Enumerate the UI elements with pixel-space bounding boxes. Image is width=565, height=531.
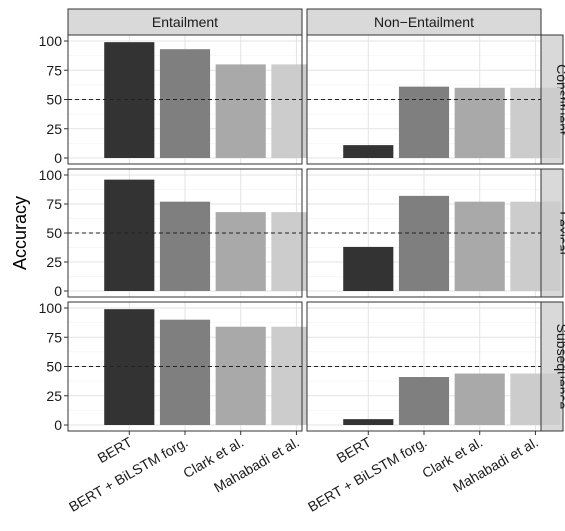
bar-non-entailment-constituent-bert-bilstm-forg bbox=[398, 86, 450, 158]
panel-border bbox=[306, 168, 542, 298]
y-tick-label: 50 bbox=[46, 359, 62, 375]
facet-strip-label: Subsequence bbox=[554, 324, 565, 410]
y-tick-label: 50 bbox=[46, 92, 62, 108]
bar-non-entailment-lexical-mahabadi-et-al bbox=[510, 201, 561, 291]
bar-entailment-subsequence-bert bbox=[104, 309, 155, 425]
bar-non-entailment-constituent-bert bbox=[343, 145, 394, 158]
bar-non-entailment-lexical-bert-bilstm-forg bbox=[398, 195, 450, 291]
y-tick-label: 25 bbox=[46, 254, 62, 270]
y-tick-label: 75 bbox=[46, 196, 62, 212]
facet-header-label: Entailment bbox=[152, 14, 218, 30]
panel-border bbox=[306, 34, 542, 165]
bar-non-entailment-subsequence-clark-et-al bbox=[454, 373, 505, 425]
bar-non-entailment-constituent-clark-et-al bbox=[454, 87, 505, 158]
bar-non-entailment-subsequence-bert-bilstm-forg bbox=[398, 377, 450, 425]
bar-non-entailment-lexical-clark-et-al bbox=[454, 201, 505, 291]
bar-entailment-constituent-bert-bilstm-forg bbox=[159, 49, 211, 158]
y-tick-label: 75 bbox=[46, 329, 62, 345]
bar-entailment-lexical-bert-bilstm-forg bbox=[159, 201, 211, 291]
bar-entailment-lexical-bert bbox=[104, 179, 155, 291]
facet-header-label: Non−Entailment bbox=[374, 14, 474, 30]
bar-entailment-constituent-bert bbox=[104, 42, 155, 158]
x-tick-label-bert: BERT bbox=[334, 434, 375, 467]
y-tick-label: 100 bbox=[39, 300, 63, 316]
bar-non-entailment-lexical-bert bbox=[343, 246, 394, 291]
y-tick-label: 100 bbox=[39, 33, 63, 49]
bar-entailment-subsequence-bert-bilstm-forg bbox=[159, 319, 211, 425]
y-tick-label: 0 bbox=[54, 150, 62, 166]
y-tick-label: 25 bbox=[46, 388, 62, 404]
facet-header-entailment bbox=[67, 8, 303, 36]
bar-entailment-subsequence-clark-et-al bbox=[215, 326, 266, 425]
y-tick-label: 50 bbox=[46, 225, 62, 241]
bar-entailment-constituent-clark-et-al bbox=[215, 64, 266, 158]
bar-entailment-lexical-clark-et-al bbox=[215, 212, 266, 291]
y-tick-label: 75 bbox=[46, 62, 62, 78]
bar-non-entailment-subsequence-mahabadi-et-al bbox=[510, 373, 561, 425]
y-tick-label: 0 bbox=[54, 417, 62, 433]
bar-non-entailment-constituent-mahabadi-et-al bbox=[510, 87, 561, 158]
facet-header-non-entailment bbox=[306, 8, 542, 36]
bar-non-entailment-subsequence-bert bbox=[343, 419, 394, 425]
y-tick-label: 100 bbox=[39, 167, 63, 183]
y-axis-title: Accuracy bbox=[10, 196, 30, 270]
y-tick-label: 0 bbox=[54, 283, 62, 299]
y-tick-label: 25 bbox=[46, 121, 62, 137]
x-tick-label-bert: BERT bbox=[95, 434, 136, 467]
